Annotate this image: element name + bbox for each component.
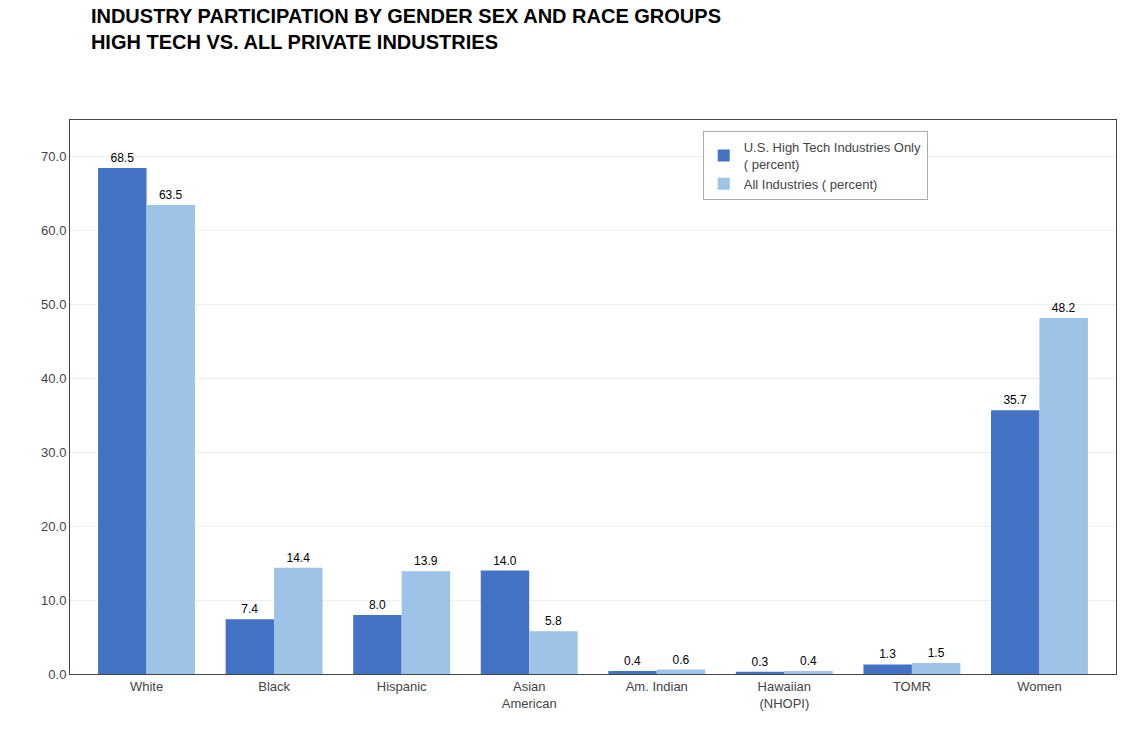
svg-text:TOMR: TOMR bbox=[893, 679, 931, 694]
svg-text:70.0: 70.0 bbox=[41, 149, 66, 164]
svg-text:Women: Women bbox=[1017, 679, 1062, 694]
svg-text:0.6: 0.6 bbox=[673, 653, 690, 667]
svg-text:40.0: 40.0 bbox=[41, 371, 66, 386]
svg-text:5.8: 5.8 bbox=[545, 614, 562, 628]
svg-text:All Industries ( percent): All Industries ( percent) bbox=[744, 177, 878, 192]
svg-text:Black: Black bbox=[258, 679, 290, 694]
svg-text:0.3: 0.3 bbox=[752, 655, 769, 669]
svg-text:White: White bbox=[130, 679, 163, 694]
svg-text:68.5: 68.5 bbox=[110, 151, 134, 165]
svg-text:50.0: 50.0 bbox=[41, 297, 66, 312]
svg-text:0.4: 0.4 bbox=[800, 654, 817, 668]
svg-text:48.2: 48.2 bbox=[1052, 301, 1076, 315]
svg-text:Hispanic: Hispanic bbox=[377, 679, 427, 694]
svg-text:20.0: 20.0 bbox=[41, 519, 66, 534]
svg-text:Am. Indian: Am. Indian bbox=[626, 679, 688, 694]
svg-text:0.4: 0.4 bbox=[624, 654, 641, 668]
svg-text:30.0: 30.0 bbox=[41, 445, 66, 460]
svg-text:7.4: 7.4 bbox=[241, 602, 258, 616]
svg-text:63.5: 63.5 bbox=[159, 188, 183, 202]
svg-text:Hawaiian(NHOPI): Hawaiian(NHOPI) bbox=[758, 679, 811, 711]
svg-text:13.9: 13.9 bbox=[414, 554, 438, 568]
svg-text:INDUSTRY PARTICIPATION BY GEND: INDUSTRY PARTICIPATION BY GENDER SEX AND… bbox=[91, 5, 721, 53]
svg-text:1.5: 1.5 bbox=[928, 646, 945, 660]
svg-text:0.0: 0.0 bbox=[48, 667, 66, 682]
svg-text:10.0: 10.0 bbox=[41, 593, 66, 608]
svg-text:U.S. High Tech Industries Only: U.S. High Tech Industries Only( percent) bbox=[744, 140, 921, 172]
svg-text:60.0: 60.0 bbox=[41, 223, 66, 238]
svg-text:14.4: 14.4 bbox=[286, 551, 310, 565]
svg-text:8.0: 8.0 bbox=[369, 598, 386, 612]
svg-text:35.7: 35.7 bbox=[1003, 393, 1027, 407]
svg-text:AsianAmerican: AsianAmerican bbox=[502, 679, 557, 711]
svg-text:1.3: 1.3 bbox=[879, 647, 896, 661]
svg-text:14.0: 14.0 bbox=[493, 554, 517, 568]
